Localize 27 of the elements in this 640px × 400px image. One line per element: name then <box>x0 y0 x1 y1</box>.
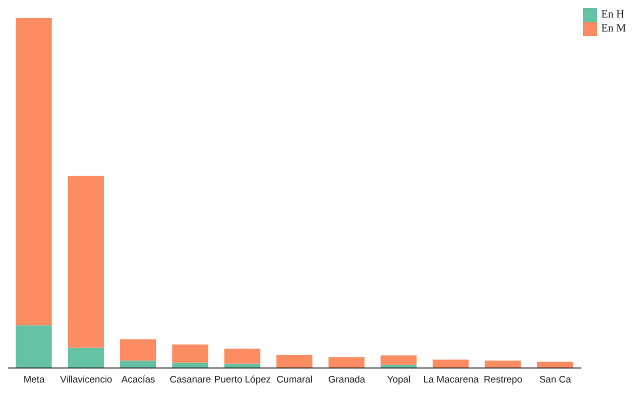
x-tick-label: Cumaral <box>276 374 313 386</box>
bar <box>276 355 312 368</box>
x-tick-label: La Macarena <box>423 374 480 386</box>
bar <box>120 360 156 368</box>
bar <box>432 360 469 368</box>
x-tick-label: Casanare <box>170 374 211 386</box>
bar <box>536 362 573 368</box>
x-tick-label: Granada <box>328 374 366 386</box>
legend-label: En H <box>601 8 624 21</box>
x-tick-label: Villavicencio <box>60 374 112 386</box>
bar <box>380 355 417 365</box>
legend-label: En M <box>601 22 626 35</box>
bar <box>224 348 260 364</box>
bar <box>16 18 52 326</box>
bar <box>68 348 104 368</box>
x-tick-label: Meta <box>23 374 46 386</box>
bar <box>172 344 208 363</box>
x-tick-label: San Ca <box>539 374 572 386</box>
x-tick-label: Yopal <box>387 374 411 386</box>
x-tick-label: Restrepo <box>484 374 522 386</box>
bar <box>68 176 104 348</box>
x-tick-label: Acacías <box>121 374 156 386</box>
bar <box>16 325 52 368</box>
x-tick-label: Puerto López <box>214 374 272 386</box>
bar <box>484 360 521 368</box>
bar <box>328 357 364 368</box>
bar <box>120 339 156 361</box>
